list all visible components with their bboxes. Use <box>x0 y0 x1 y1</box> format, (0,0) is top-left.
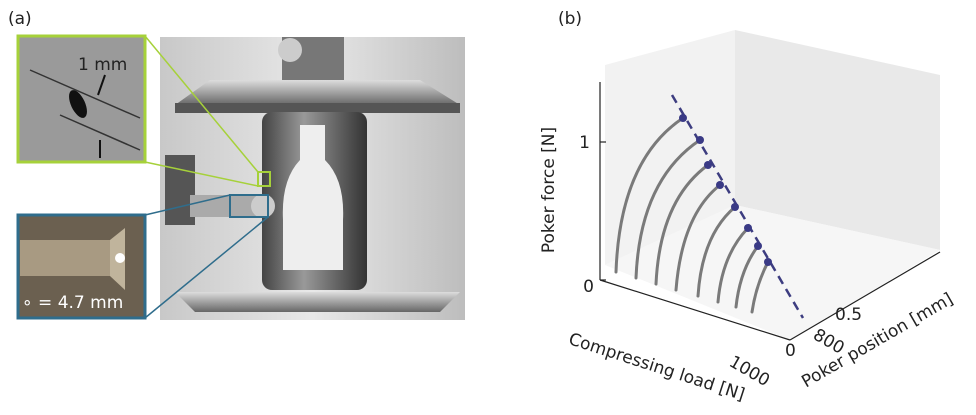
inset-top: 1 mm <box>16 34 147 164</box>
plot-3d <box>599 30 941 341</box>
tick-label: 0 <box>785 341 796 361</box>
tick-label: 1 <box>579 133 590 153</box>
panel-label: (b) <box>558 9 582 29</box>
panel-label: (a) <box>8 9 32 29</box>
inset-bottom: ∘ = 4.7 mm <box>16 213 147 320</box>
axis-title: Compressing load [N] <box>566 329 747 405</box>
scale-label: 1 mm <box>78 55 127 75</box>
axis-title: Poker force [N] <box>539 127 559 253</box>
scale-label: ∘ = 4.7 mm <box>22 293 123 313</box>
tick-label: 0 <box>583 277 594 297</box>
photo <box>144 35 465 320</box>
tick-label: 0.5 <box>835 305 862 325</box>
